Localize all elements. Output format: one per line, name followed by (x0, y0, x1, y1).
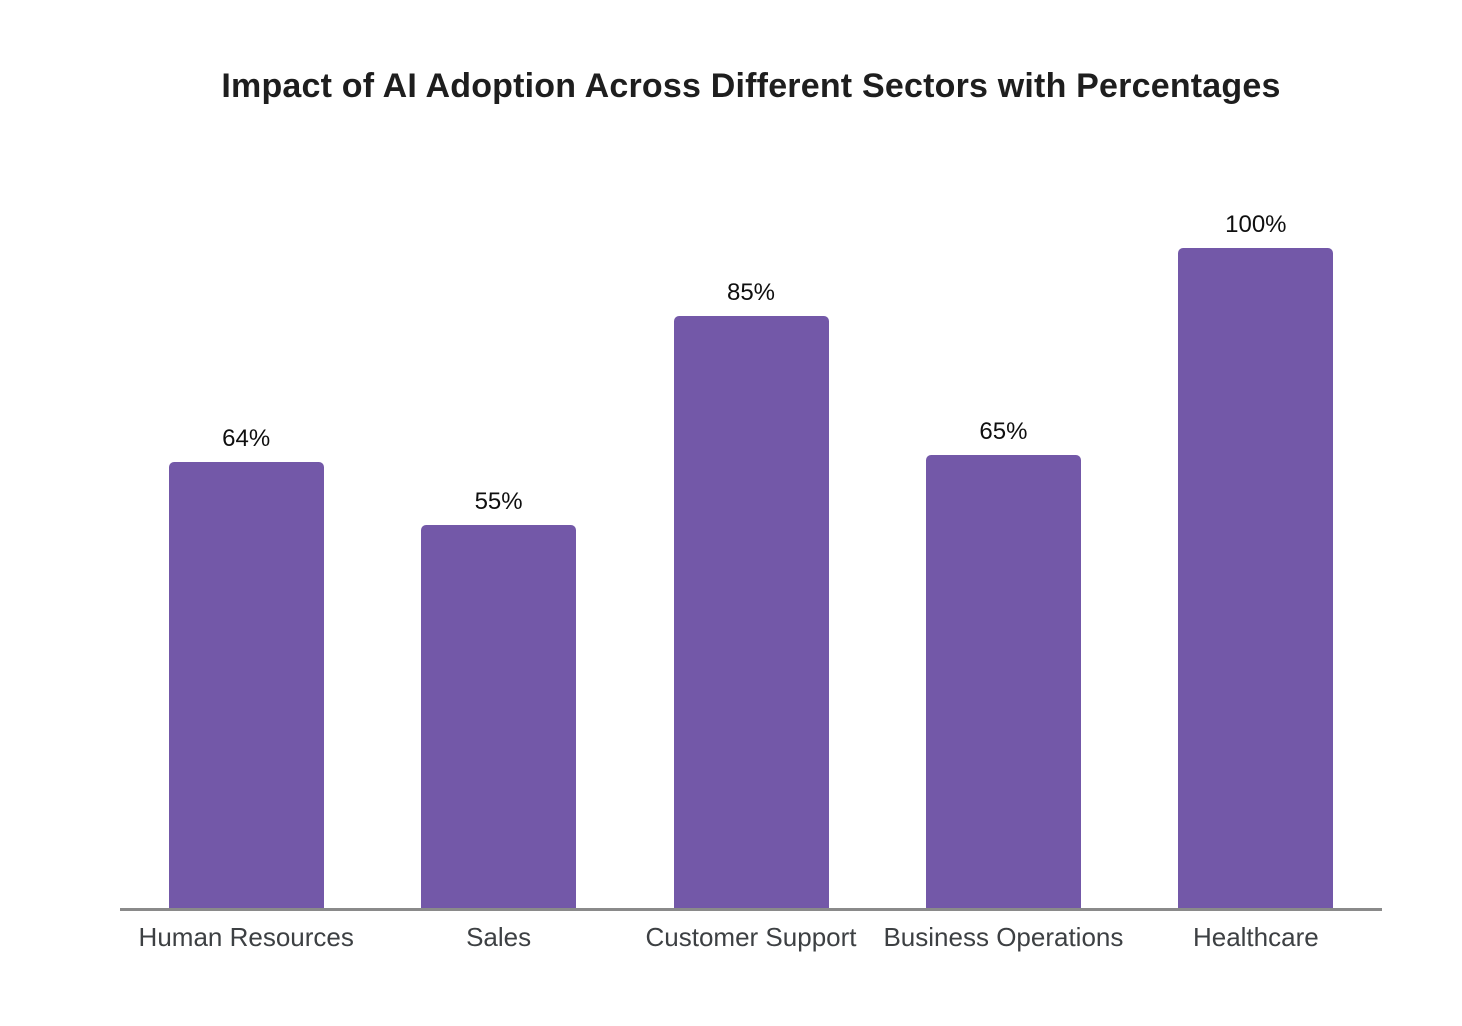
bars-container: 64% 55% 85% 65% 100% (120, 211, 1382, 908)
plot-area: 64% 55% 85% 65% 100% Human Resources Sales Cus… (120, 211, 1382, 952)
x-axis-label-cell-customer-support: Customer Support (625, 920, 877, 954)
x-axis-label-cell-human-resources: Human Resources (120, 920, 372, 954)
bar-column-sales: 55% (372, 211, 624, 908)
bar-business-operations[interactable] (925, 454, 1081, 908)
bar-column-healthcare: 100% (1130, 211, 1382, 908)
x-axis-label-customer-support: Customer Support (645, 922, 857, 952)
bar-healthcare[interactable] (1178, 248, 1334, 908)
bar-human-resources[interactable] (168, 461, 324, 908)
x-axis-label-healthcare: Healthcare (1192, 922, 1319, 952)
chart-title: Impact of AI Adoption Across Different S… (221, 67, 1281, 105)
bar-customer-support[interactable] (673, 315, 829, 908)
bar-value-label-customer-support: 85% (726, 278, 776, 306)
x-axis-labels: Human Resources Sales Customer Support Busi… (120, 920, 1382, 954)
x-axis-label-sales: Sales (466, 922, 532, 952)
bar-value-label-sales: 55% (474, 487, 523, 515)
bar-value-label-human-resources: 64% (222, 424, 271, 452)
bar-value-label-healthcare: 100% (1225, 211, 1287, 238)
bar-value-label-business-operations: 65% (979, 417, 1028, 445)
bar-column-business-operations: 65% (877, 211, 1129, 908)
x-axis-line (120, 908, 1382, 911)
bar-sales[interactable] (421, 524, 577, 908)
x-axis-label-cell-business-operations: Business Operations (877, 920, 1129, 954)
x-axis-label-human-resources: Human Resources (138, 922, 354, 952)
x-axis-label-cell-sales: Sales (372, 920, 624, 954)
bar-column-customer-support: 85% (625, 211, 877, 908)
x-axis-label-business-operations: Business Operations (883, 922, 1124, 952)
bar-column-human-resources: 64% (120, 211, 372, 908)
x-axis-label-cell-healthcare: Healthcare (1130, 920, 1382, 954)
